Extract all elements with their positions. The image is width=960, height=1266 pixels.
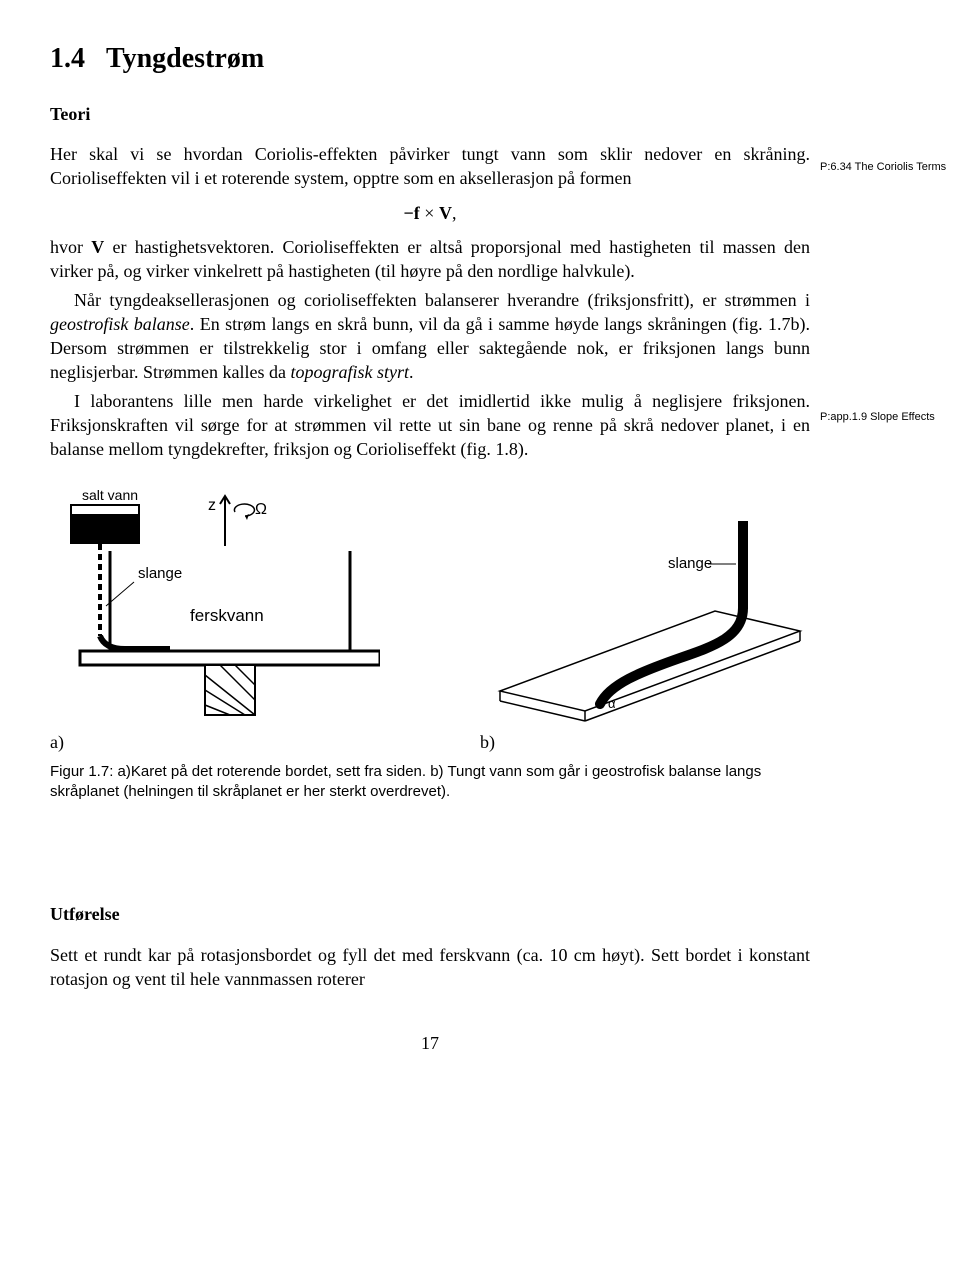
figure-b-label: b) [480,730,495,754]
label-omega: Ω [255,501,267,518]
paragraph-1a: Her skal vi se hvordan Coriolis-effekten… [50,142,810,191]
label-salt-vann: salt vann [82,487,138,503]
figure-a-label: a) [50,730,64,754]
margin-note-slope: P:app.1.9 Slope Effects [820,410,935,425]
formula: −f × V, [50,201,810,225]
label-z: z [208,497,216,514]
section-number: 1.4 [50,43,85,74]
paragraph-1b: hvor V er hastighetsvektoren. Coriolisef… [50,235,810,284]
para2-a: Når tyngdeaksellerasjonen og corioliseff… [74,290,810,310]
utforelse-text: Sett et rundt kar på rotasjonsbordet og … [50,943,810,992]
figure-caption: Figur 1.7: a)Karet på det roterende bord… [50,762,810,803]
para2-i1: geostrofisk balanse [50,314,190,334]
teori-heading: Teori [50,102,810,126]
para2-c: . [409,362,414,382]
section-heading: 1.4 Tyngdestrøm [50,40,810,78]
label-slange-b: slange [668,555,712,572]
margin-note-coriolis: P:6.34 The Coriolis Terms [820,160,946,175]
label-slange-a: slange [138,565,182,582]
para1b-v: V [91,237,104,257]
utforelse-heading: Utførelse [50,902,810,926]
para1b-pre: hvor [50,237,91,257]
paragraph-3: I laborantens lille men harde virkelighe… [50,389,810,462]
figure-1-7-a: salt vann z Ω [50,486,380,726]
page-number: 17 [50,1031,810,1055]
figure-row: salt vann z Ω [50,486,810,754]
paragraph-2: Når tyngdeaksellerasjonen og corioliseff… [50,288,810,385]
label-ferskvann: ferskvann [190,606,264,625]
para2-i2: topografisk styrt [290,362,409,382]
section-title: Tyngdestrøm [106,43,264,74]
para1b-post: er hastighetsvektoren. Corioliseffekten … [50,237,810,281]
figure-1-7-b: α slange [480,516,810,726]
